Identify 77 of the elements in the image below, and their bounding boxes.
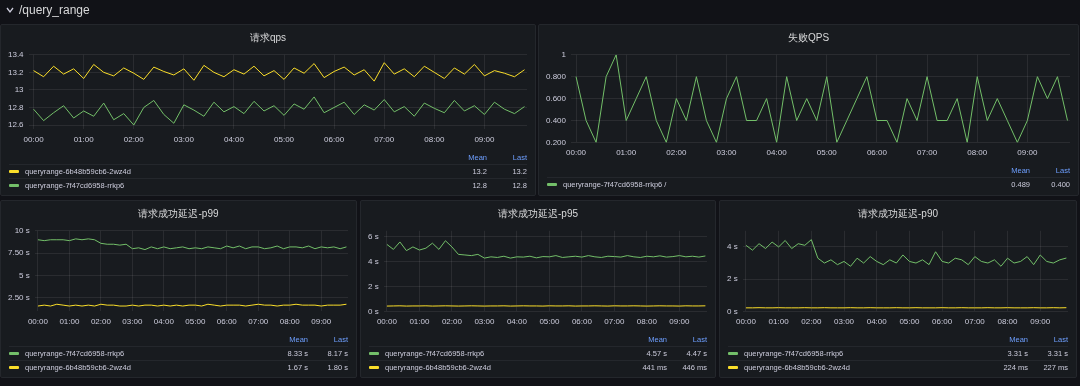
x-tick-label: 04:00 xyxy=(766,148,788,158)
x-tick-label: 08:00 xyxy=(279,317,301,327)
x-tick-label: 09:00 xyxy=(1030,317,1051,327)
y-tick-label: 1 xyxy=(561,50,567,59)
x-tick-label: 06:00 xyxy=(324,135,345,145)
x-tick-label: 07:00 xyxy=(248,317,269,327)
chart-title: 请求qps xyxy=(248,31,288,45)
x-tick-label: 08:00 xyxy=(967,148,988,158)
x-tick-label: 07:00 xyxy=(374,135,395,145)
y-tick-label: 5 s xyxy=(19,270,30,280)
x-tick-label: 06:00 xyxy=(932,317,953,327)
x-tick-label: 06:00 xyxy=(571,317,593,327)
y-tick-label: 13.4 xyxy=(7,50,25,59)
x-tick-label: 01:00 xyxy=(616,148,637,158)
x-tick-label: 04:00 xyxy=(866,317,888,327)
y-tick-label: 10 s xyxy=(14,226,30,235)
x-tick-label: 04:00 xyxy=(506,317,528,327)
y-tick-label: 0.800 xyxy=(545,71,567,81)
y-tick-label: 12.6 xyxy=(7,120,25,130)
x-tick-label: 09:00 xyxy=(311,317,332,327)
x-tick-label: 02:00 xyxy=(801,317,822,327)
y-tick-label: 13 xyxy=(14,85,25,95)
y-tick-label: 0 s xyxy=(727,306,738,316)
y-tick-label: 0.600 xyxy=(545,93,567,103)
x-tick-label: 01:00 xyxy=(59,317,80,327)
chart-title: 请求成功延迟-p90 xyxy=(857,207,939,221)
y-tick-label: 0 s xyxy=(368,306,379,316)
x-tick-label: 03:00 xyxy=(474,317,495,327)
y-tick-label: 13.2 xyxy=(7,67,25,77)
y-tick-label: 6 s xyxy=(368,232,379,242)
y-tick-label: 4 s xyxy=(368,257,379,266)
x-tick-label: 08:00 xyxy=(997,317,1019,327)
y-tick-label: 0.200 xyxy=(545,137,567,147)
x-tick-label: 03:00 xyxy=(716,148,738,158)
chart-title: 请求成功延迟-p95 xyxy=(497,207,579,221)
y-tick-label: 2 s xyxy=(368,281,379,291)
x-tick-label: 00:00 xyxy=(23,135,45,145)
y-tick-label: 7.50 s xyxy=(8,248,30,258)
x-tick-label: 07:00 xyxy=(604,317,625,327)
x-tick-label: 07:00 xyxy=(964,317,986,327)
x-tick-label: 09:00 xyxy=(1017,148,1038,158)
x-tick-label: 02:00 xyxy=(441,317,463,327)
y-tick-label: 12.8 xyxy=(7,102,25,112)
x-tick-label: 01:00 xyxy=(768,317,790,327)
x-tick-label: 00:00 xyxy=(376,317,398,327)
x-tick-label: 08:00 xyxy=(636,317,658,327)
y-tick-label: 0.400 xyxy=(545,115,567,125)
x-tick-label: 02:00 xyxy=(123,135,145,145)
x-tick-label: 05:00 xyxy=(816,148,838,158)
x-tick-label: 05:00 xyxy=(539,317,560,327)
y-tick-label: 4 s xyxy=(727,242,738,252)
y-tick-label: 2.50 s xyxy=(8,293,30,303)
x-tick-label: 09:00 xyxy=(669,317,690,327)
x-tick-label: 08:00 xyxy=(424,135,445,145)
x-tick-label: 05:00 xyxy=(899,317,920,327)
x-tick-label: 07:00 xyxy=(917,148,938,158)
y-tick-label: 2 s xyxy=(727,274,738,284)
x-tick-label: 02:00 xyxy=(90,317,112,327)
x-tick-label: 00:00 xyxy=(27,317,49,327)
x-tick-label: 05:00 xyxy=(274,135,295,145)
text: /query_range xyxy=(19,3,90,17)
x-tick-label: 06:00 xyxy=(216,317,238,327)
x-tick-label: 03:00 xyxy=(122,317,143,327)
x-tick-label: 01:00 xyxy=(409,317,430,327)
x-tick-label: 09:00 xyxy=(474,135,495,145)
x-tick-label: 06:00 xyxy=(866,148,888,158)
x-tick-label: 05:00 xyxy=(185,317,206,327)
chart-title: 失败QPS xyxy=(786,31,831,45)
x-tick-label: 03:00 xyxy=(173,135,195,145)
x-tick-label: 02:00 xyxy=(666,148,687,158)
x-tick-label: 00:00 xyxy=(735,317,757,327)
x-tick-label: 04:00 xyxy=(153,317,175,327)
x-tick-label: 00:00 xyxy=(566,148,587,158)
x-tick-label: 03:00 xyxy=(834,317,855,327)
x-tick-label: 01:00 xyxy=(73,135,95,145)
chart-title: 请求成功延迟-p99 xyxy=(137,207,220,221)
x-tick-label: 04:00 xyxy=(223,135,245,145)
